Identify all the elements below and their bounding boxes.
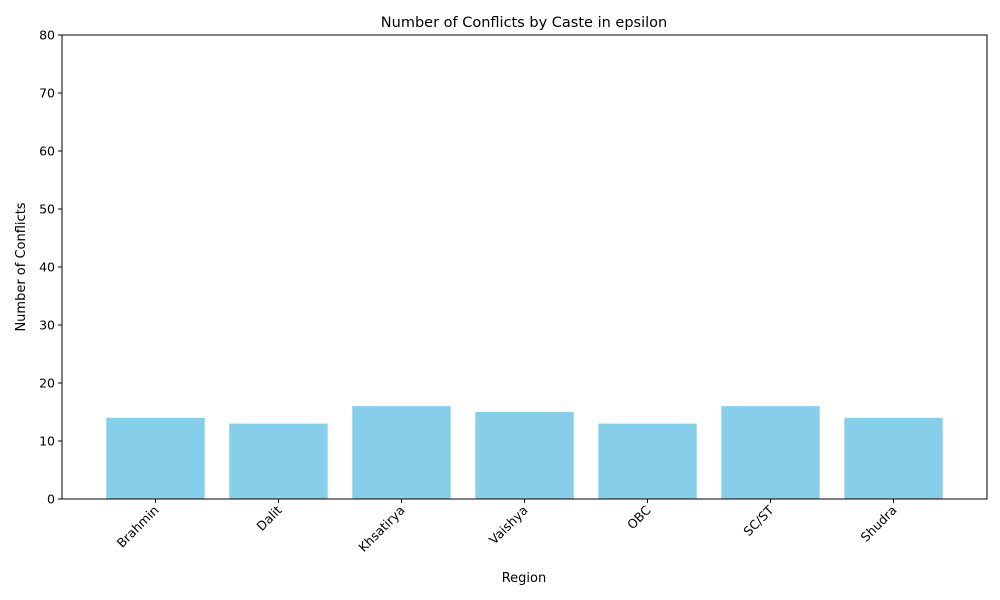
bar-khsatirya [352, 406, 451, 499]
y-axis: 0 10 20 30 40 50 60 70 80 [39, 28, 62, 507]
y-tick-label: 30 [39, 318, 55, 333]
bar-brahmin [106, 417, 205, 499]
bar-obc [598, 423, 697, 499]
bar-dalit [229, 423, 328, 499]
x-tick-label: Khsatirya [355, 503, 407, 555]
y-tick-label: 0 [47, 492, 55, 507]
x-axis: Brahmin Dalit Khsatirya Vaishya OBC SC/ST Shud… [114, 499, 900, 555]
y-tick-label: 70 [39, 86, 55, 101]
x-tick-label: SC/ST [740, 502, 777, 539]
y-tick-label: 10 [39, 434, 55, 449]
x-tick-label: OBC [624, 502, 654, 532]
x-tick-label: Dalit [253, 502, 284, 533]
x-tick-label: Shudra [858, 503, 900, 545]
bar-vaishya [475, 412, 574, 499]
bar-sc-st [721, 406, 820, 499]
y-axis-label: Number of Conflicts [14, 202, 29, 331]
bars-group [106, 406, 943, 499]
x-axis-label: Region [502, 571, 547, 586]
x-tick-label: Vaishya [486, 503, 531, 548]
x-tick-label: Brahmin [114, 503, 162, 551]
y-tick-label: 20 [39, 376, 55, 391]
plot-frame [61, 34, 988, 500]
y-tick-label: 50 [39, 202, 55, 217]
bar-shudra [844, 417, 943, 499]
y-tick-label: 60 [39, 144, 55, 159]
y-tick-label: 40 [39, 260, 55, 275]
y-tick-label: 80 [39, 28, 55, 43]
chart-title: Number of Conflicts by Caste in epsilon [381, 15, 667, 31]
